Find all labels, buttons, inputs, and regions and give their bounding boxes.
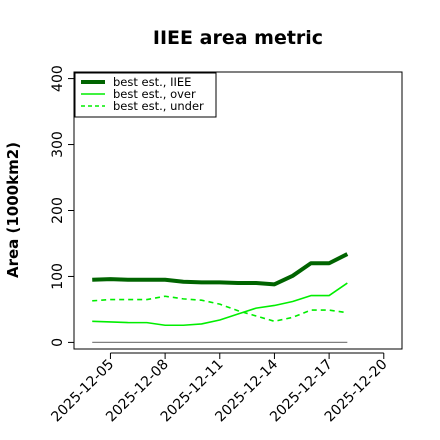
y-tick-label: 200: [50, 197, 66, 224]
y-axis: 0 100 200 300 400: [50, 65, 74, 347]
series-layer: [92, 252, 349, 343]
y-axis-label: Area (1000km2): [4, 142, 22, 278]
y-tick-label: 400: [50, 65, 66, 92]
series-line-best-est-iiee: [92, 252, 349, 287]
series-line-best-est-under: [92, 295, 348, 323]
y-tick-label: 0: [50, 338, 66, 347]
series-line-best-est-over: [92, 282, 348, 327]
legend-entry-label: best est., under: [113, 99, 204, 113]
y-tick-label: 100: [50, 263, 66, 290]
chart-title: IIEE area metric: [153, 27, 323, 49]
y-tick-label: 300: [50, 131, 66, 158]
legend-entry-label: best est., IIEE: [113, 75, 191, 89]
legend-entry-label: best est., over: [113, 87, 196, 101]
